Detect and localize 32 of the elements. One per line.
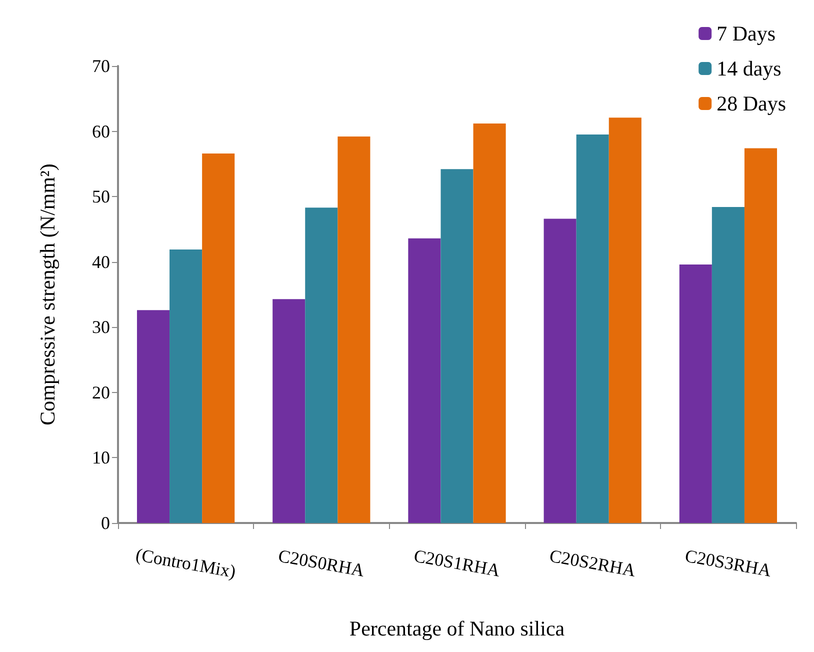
bar (440, 169, 474, 523)
y-tick-label: 60 (92, 121, 110, 142)
y-tick-label: 10 (92, 448, 110, 468)
bar (136, 310, 170, 523)
bar (202, 153, 235, 523)
bar (408, 238, 441, 523)
bar (744, 148, 778, 523)
y-tick-label: 70 (92, 56, 110, 76)
bar (679, 264, 712, 523)
x-tick-label: C20S0RHA (276, 546, 366, 580)
bar (170, 249, 202, 523)
x-axis-title: Percentage of Nano silica (349, 616, 566, 640)
y-tick-label: 20 (92, 382, 110, 402)
legend-label: 7 Days (716, 22, 776, 46)
bar (576, 134, 609, 523)
bar (473, 123, 506, 523)
x-tick-label: C20S2RHA (548, 546, 638, 580)
bar (608, 118, 642, 523)
y-tick-label: 30 (92, 317, 110, 338)
y-tick-label: 50 (92, 186, 110, 207)
legend-label: 14 days (716, 56, 782, 80)
legend-label: 28 Days (716, 92, 786, 116)
y-tick-label: 40 (92, 252, 110, 272)
x-tick-label: C20S1RHA (412, 546, 502, 580)
bar (305, 208, 338, 523)
x-tick-label: C20S3RHA (684, 546, 773, 580)
bar (712, 207, 744, 523)
y-axis-title: Compressive strength (N/mm²) (36, 164, 60, 426)
bar (338, 136, 370, 523)
y-tick-label: 0 (101, 513, 110, 533)
bar (544, 218, 576, 523)
bar (272, 299, 306, 523)
